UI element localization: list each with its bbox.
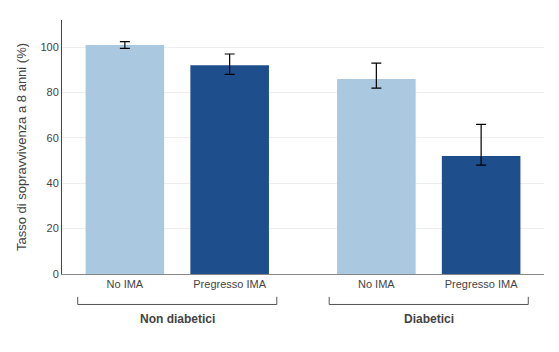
- svg-text:20: 20: [47, 222, 59, 234]
- svg-text:Non diabetici: Non diabetici: [140, 312, 215, 326]
- svg-text:No IMA: No IMA: [107, 278, 144, 290]
- svg-text:Tasso di sopravvivenza a 8 ann: Tasso di sopravvivenza a 8 anni (%): [14, 43, 29, 251]
- svg-text:100: 100: [40, 41, 58, 53]
- svg-text:80: 80: [47, 86, 59, 98]
- svg-text:Pregresso IMA: Pregresso IMA: [193, 278, 266, 290]
- svg-text:0: 0: [53, 268, 59, 280]
- svg-text:No IMA: No IMA: [358, 278, 395, 290]
- svg-text:60: 60: [47, 132, 59, 144]
- svg-text:Diabetici: Diabetici: [404, 312, 454, 326]
- svg-text:40: 40: [47, 177, 59, 189]
- svg-text:Pregresso IMA: Pregresso IMA: [445, 278, 518, 290]
